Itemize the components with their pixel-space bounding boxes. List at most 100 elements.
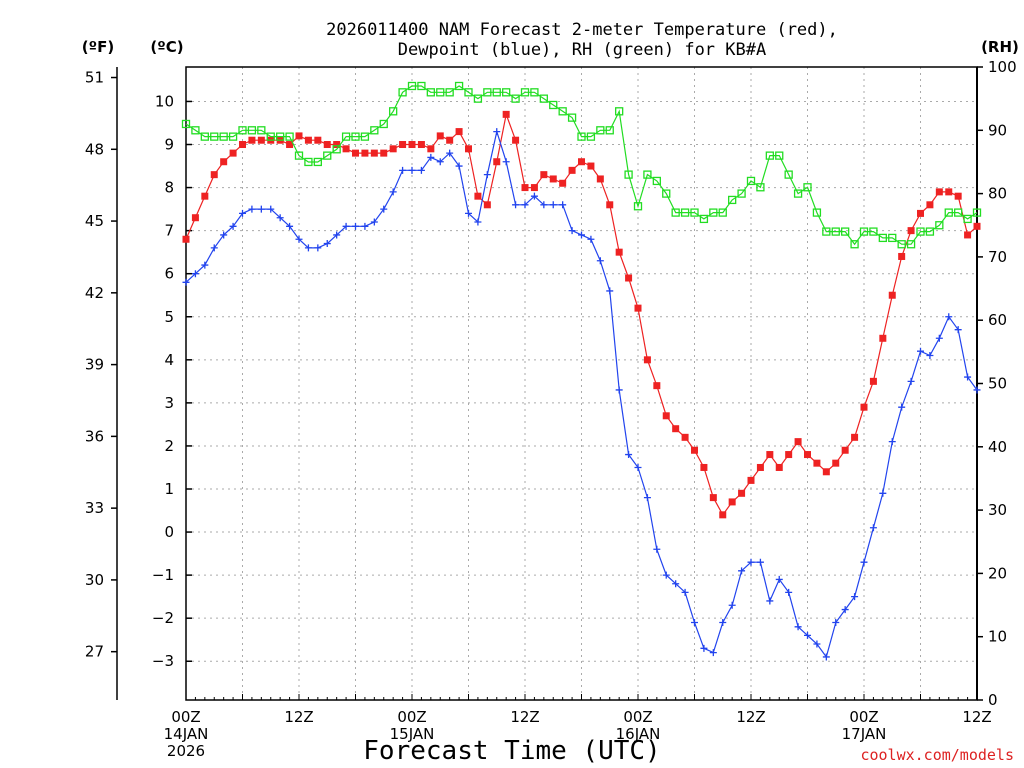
dewpoint-point — [879, 489, 887, 497]
fahrenheit-tick-label: 51 — [85, 69, 104, 87]
rh-point — [841, 227, 850, 236]
dewpoint-point — [691, 618, 698, 626]
dewpoint-point — [653, 545, 661, 553]
rh-point — [181, 119, 191, 129]
rh-point — [671, 208, 680, 217]
dewpoint-point — [954, 326, 962, 334]
rh-tick-label: 100 — [988, 58, 1017, 76]
temperature-point — [530, 184, 538, 192]
temperature-point — [728, 498, 736, 506]
temperature-point — [700, 463, 708, 471]
rh-point — [247, 126, 257, 135]
temperature-point — [380, 149, 388, 157]
dewpoint-point — [530, 192, 538, 200]
fahrenheit-tick-label: 48 — [85, 140, 104, 158]
temperature-point — [634, 304, 642, 312]
rh-point — [313, 157, 322, 167]
temperature-point — [502, 110, 510, 118]
rh-point — [436, 88, 445, 97]
dewpoint-point — [549, 201, 557, 209]
rh-tick-label: 10 — [988, 628, 1007, 646]
rh-point — [379, 119, 388, 129]
temperature-point — [314, 136, 322, 144]
rh-point — [304, 157, 313, 167]
dewpoint-point — [662, 571, 670, 579]
date-tick-label: 14JAN — [164, 725, 209, 743]
chart-title-line1: 2026011400 NAM Forecast 2-meter Temperat… — [326, 20, 838, 40]
temperature-point — [662, 412, 670, 420]
temperature-point — [813, 459, 821, 467]
dewpoint-point — [869, 524, 877, 532]
rh-point — [643, 170, 652, 179]
dewpoint-point — [323, 240, 331, 248]
time-tick-label: 00Z — [397, 708, 426, 726]
rh-point — [351, 132, 360, 141]
temperature-point — [596, 175, 604, 183]
rh-point — [624, 170, 633, 179]
dewpoint-point — [775, 575, 783, 583]
rh-point — [483, 88, 492, 97]
rh-point — [389, 107, 398, 116]
temperature-point — [342, 145, 350, 153]
celsius-tick-label: 5 — [164, 308, 174, 326]
dewpoint-point — [436, 158, 444, 166]
rh-point — [680, 208, 690, 217]
dewpoint-point — [700, 644, 708, 652]
temperature-point — [841, 446, 849, 454]
rh-point — [869, 227, 878, 236]
rh-point — [549, 100, 558, 110]
temperature-point — [417, 141, 425, 149]
temperature-point — [869, 377, 877, 385]
rh-point — [492, 88, 501, 97]
temperature-point — [643, 356, 651, 364]
rh-point — [266, 132, 275, 141]
temperature-point — [832, 459, 840, 467]
celsius-tick-label: −3 — [152, 652, 174, 670]
rh-point — [596, 126, 605, 135]
celsius-tick-label: −1 — [152, 566, 174, 584]
temperature-point — [851, 433, 859, 441]
temperature-point — [907, 227, 915, 235]
dewpoint-point — [333, 231, 341, 239]
rh-point — [285, 132, 294, 141]
temperature-point — [427, 145, 435, 153]
temperature-point — [625, 274, 633, 282]
temperature-point — [738, 489, 746, 497]
celsius-tick-label: −2 — [152, 609, 174, 627]
rh-point — [859, 227, 869, 236]
celsius-tick-label: 4 — [164, 351, 174, 369]
dewpoint-point — [361, 222, 369, 230]
rh-point — [294, 151, 304, 160]
temperature-point — [399, 141, 407, 149]
temperature-point — [587, 162, 595, 170]
rh-unit-label: (RH) — [981, 38, 1019, 56]
dewpoint-point — [502, 158, 510, 166]
temperature-point — [794, 438, 802, 446]
temperature-point — [286, 141, 294, 149]
rh-point — [341, 132, 351, 141]
celsius-unit-label: (ºC) — [150, 38, 183, 56]
rh-tick-label: 40 — [988, 438, 1007, 456]
rh-point — [520, 88, 530, 97]
rh-point — [972, 208, 982, 217]
rh-point — [699, 214, 709, 224]
dewpoint-point — [342, 222, 350, 230]
temperature-point — [775, 463, 783, 471]
fahrenheit-tick-label: 39 — [85, 356, 104, 374]
celsius-tick-label: 7 — [164, 222, 174, 240]
temperature-point — [239, 141, 246, 149]
date-tick-label: 17JAN — [842, 725, 887, 743]
temperature-point — [681, 433, 689, 441]
rh-point — [812, 208, 822, 217]
time-tick-label: 12Z — [284, 708, 313, 726]
temperature-point — [653, 382, 661, 390]
fahrenheit-unit-label: (ºF) — [82, 38, 114, 56]
dewpoint-point — [888, 438, 896, 446]
temperature-point — [540, 171, 548, 179]
celsius-tick-label: 9 — [164, 136, 174, 154]
credit-text: coolwx.com/models — [860, 746, 1014, 764]
rh-tick-label: 50 — [988, 375, 1007, 393]
date-tick-label: 15JAN — [390, 725, 435, 743]
dewpoint-point — [756, 558, 764, 566]
temperature-point — [352, 149, 359, 157]
